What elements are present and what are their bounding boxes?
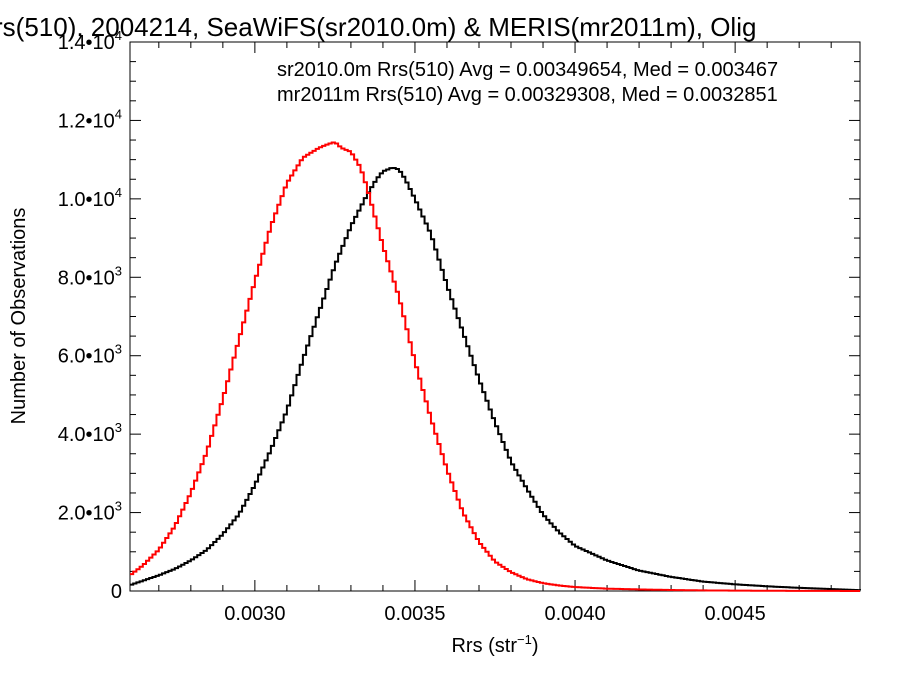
x-axis-label-text: Rrs (str bbox=[451, 635, 517, 657]
x-tick-label: 0.0030 bbox=[224, 603, 285, 625]
plot-frame bbox=[129, 41, 861, 592]
chart-title: rs(510), 2004214, SeaWiFS(sr2010.0m) & M… bbox=[0, 12, 756, 42]
y-axis: 02.0•1034.0•1036.0•1038.0•1031.0•1041.2•… bbox=[58, 28, 860, 603]
y-tick-label: 2.0•103 bbox=[58, 499, 122, 525]
annotation-mr2011: mr2011m Rrs(510) Avg = 0.00329308, Med =… bbox=[277, 84, 778, 106]
y-tick-label: 0 bbox=[111, 581, 122, 603]
y-axis-label: Number of Observations bbox=[8, 208, 30, 425]
x-axis-label-close: ) bbox=[532, 635, 539, 657]
x-tick-label: 0.0040 bbox=[544, 603, 605, 625]
y-tick-mantissa: 8.0•10 bbox=[58, 267, 115, 289]
x-axis-label: Rrs (str−1) bbox=[451, 632, 538, 657]
y-tick-label: 4.0•103 bbox=[58, 420, 122, 446]
y-tick-mantissa: 1.2•10 bbox=[58, 110, 115, 132]
y-tick-label: 6.0•103 bbox=[58, 342, 122, 368]
y-tick-mantissa: 2.0•10 bbox=[58, 503, 115, 525]
data-series bbox=[130, 141, 861, 592]
y-tick-exponent: 3 bbox=[115, 420, 122, 435]
y-tick-mantissa: 4.0•10 bbox=[58, 424, 115, 446]
y-tick-label: 1.4•104 bbox=[58, 28, 122, 54]
y-tick-label: 8.0•103 bbox=[58, 263, 122, 289]
y-tick-exponent: 3 bbox=[115, 263, 122, 278]
y-tick-mantissa: 0 bbox=[111, 581, 122, 603]
y-tick-exponent: 3 bbox=[115, 499, 122, 514]
annotation-sr2010: sr2010.0m Rrs(510) Avg = 0.00349654, Med… bbox=[277, 59, 778, 81]
y-tick-label: 1.2•104 bbox=[58, 106, 122, 132]
y-tick-label: 1.0•104 bbox=[58, 185, 122, 211]
series-line-1 bbox=[130, 141, 860, 592]
series-line-0 bbox=[130, 166, 861, 592]
y-tick-exponent: 4 bbox=[115, 28, 122, 43]
y-tick-exponent: 4 bbox=[115, 106, 122, 121]
x-tick-label: 0.0035 bbox=[384, 603, 445, 625]
y-tick-exponent: 4 bbox=[115, 185, 122, 200]
y-tick-mantissa: 1.4•10 bbox=[58, 32, 115, 54]
y-tick-mantissa: 1.0•10 bbox=[58, 189, 115, 211]
x-tick-label: 0.0045 bbox=[705, 603, 766, 625]
y-tick-mantissa: 6.0•10 bbox=[58, 346, 115, 368]
y-tick-exponent: 3 bbox=[115, 342, 122, 357]
x-axis: 0.0030 0.0035 0.0040 0.0045 bbox=[158, 42, 832, 625]
x-axis-label-superscript: −1 bbox=[517, 632, 532, 647]
